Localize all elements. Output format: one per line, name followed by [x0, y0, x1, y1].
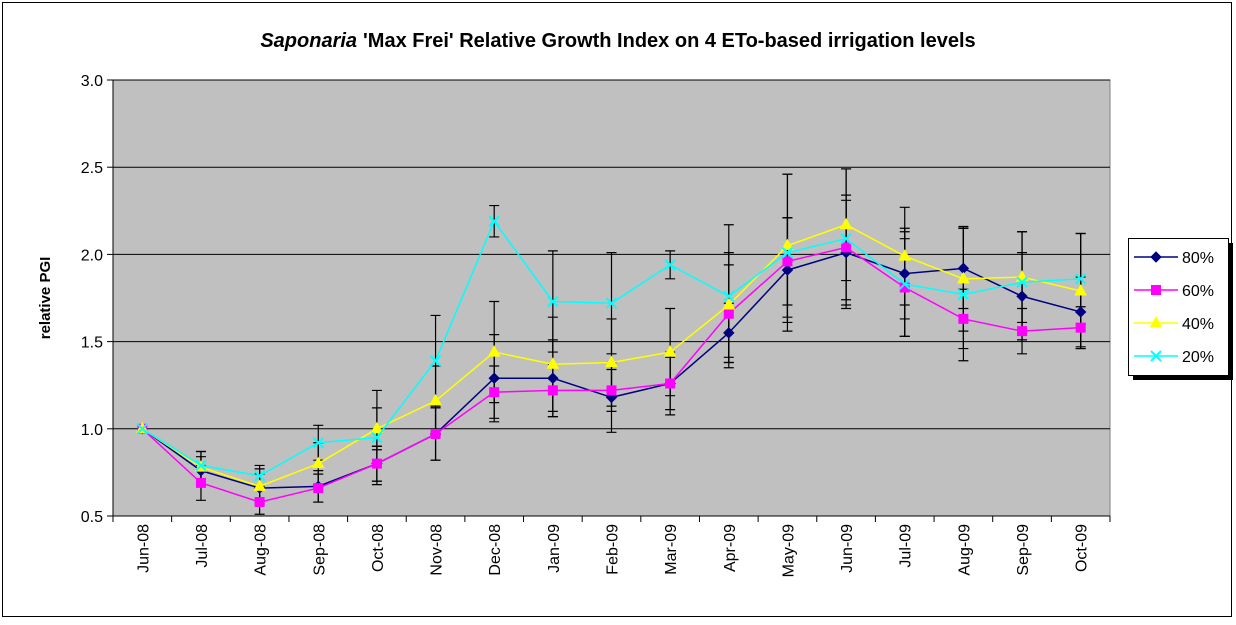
- data-point: [958, 313, 969, 324]
- data-point: [839, 217, 853, 230]
- x-tick-label: Nov-08: [429, 524, 446, 576]
- data-point: [136, 423, 149, 435]
- data-point: [371, 458, 382, 469]
- legend-marker: [1150, 350, 1162, 362]
- legend-label: 20%: [1182, 349, 1214, 366]
- x-tick-label: Mar-09: [663, 524, 680, 575]
- data-point: [899, 278, 911, 290]
- data-point: [722, 297, 736, 310]
- legend-label: 60%: [1182, 283, 1214, 300]
- data-point: [605, 297, 618, 309]
- data-point: [840, 232, 852, 245]
- data-point: [488, 215, 500, 227]
- y-tick-label: 0.5: [81, 509, 103, 526]
- x-tick-label: Apr-09: [722, 524, 739, 572]
- data-point: [429, 393, 442, 406]
- legend-marker: [1150, 251, 1162, 263]
- x-tick-label: Feb-09: [605, 524, 622, 575]
- x-tick-label: Sep-09: [1015, 524, 1032, 576]
- y-tick-label: 1.5: [81, 335, 103, 352]
- data-point: [546, 357, 560, 369]
- data-point: [370, 421, 384, 434]
- data-point: [606, 385, 617, 396]
- data-point: [781, 238, 794, 251]
- x-tick-label: Jul-08: [194, 524, 211, 568]
- x-tick-label: Aug-08: [253, 524, 270, 576]
- x-tick-label: Oct-08: [370, 524, 387, 572]
- data-point: [312, 437, 324, 449]
- data-point: [841, 242, 852, 253]
- x-tick-label: Oct-09: [1074, 524, 1091, 572]
- chart-title: Saponaria 'Max Frei' Relative Growth Inde…: [260, 30, 975, 52]
- data-point: [487, 345, 501, 357]
- data-point: [899, 267, 911, 280]
- legend-marker: [1151, 285, 1161, 295]
- y-tick-label: 3.0: [81, 73, 103, 90]
- data-point: [253, 470, 266, 482]
- legend-marker: [1149, 315, 1163, 328]
- data-point: [253, 479, 266, 491]
- data-point: [723, 290, 735, 302]
- data-point: [782, 256, 793, 267]
- title-rest: 'Max Frei' Relative Growth Index on 4 ET…: [363, 30, 976, 52]
- data-point: [254, 497, 265, 508]
- x-tick-label: Dec-08: [487, 524, 504, 576]
- data-point: [1075, 322, 1086, 333]
- data-point: [898, 249, 912, 261]
- data-point: [311, 456, 325, 469]
- x-tick-label: Jan-09: [546, 524, 563, 573]
- data-point: [488, 372, 500, 384]
- x-tick-label: Jun-09: [839, 524, 856, 573]
- data-point: [664, 259, 676, 271]
- x-tick-label: May-09: [780, 524, 797, 577]
- legend: [1128, 238, 1229, 376]
- data-point: [1017, 326, 1028, 337]
- y-tick-label: 1.0: [81, 422, 103, 439]
- data-point: [1074, 283, 1088, 296]
- data-point: [547, 372, 559, 384]
- title-italic: Saponaria: [260, 30, 357, 52]
- data-point: [781, 246, 794, 259]
- data-point: [957, 271, 970, 284]
- data-point: [195, 459, 207, 472]
- data-point: [1016, 290, 1028, 302]
- data-point: [957, 288, 970, 301]
- data-point: [371, 431, 383, 444]
- data-point: [547, 295, 559, 308]
- x-tick-label: Jun-08: [135, 524, 152, 573]
- y-tick-label: 2.0: [81, 247, 103, 264]
- x-tick-label: Aug-09: [956, 524, 973, 576]
- data-point: [547, 385, 558, 396]
- data-point: [605, 355, 618, 368]
- data-point: [1074, 273, 1087, 285]
- legend-label: 80%: [1182, 250, 1214, 267]
- x-tick-label: Jul-09: [898, 524, 915, 568]
- data-point: [665, 378, 676, 389]
- data-point: [430, 429, 441, 440]
- data-point: [723, 327, 735, 339]
- data-point: [489, 387, 500, 398]
- data-point: [1016, 276, 1028, 289]
- legend-label: 40%: [1182, 316, 1214, 333]
- y-axis-label: relative PGI: [37, 257, 54, 340]
- data-point: [195, 477, 206, 488]
- data-point: [723, 308, 734, 319]
- x-tick-label: Sep-08: [311, 524, 328, 576]
- data-point: [781, 264, 794, 276]
- y-tick-label: 2.5: [81, 160, 103, 177]
- data-point: [429, 355, 442, 367]
- data-point: [1074, 306, 1087, 318]
- data-point: [313, 483, 324, 494]
- data-point: [663, 345, 677, 357]
